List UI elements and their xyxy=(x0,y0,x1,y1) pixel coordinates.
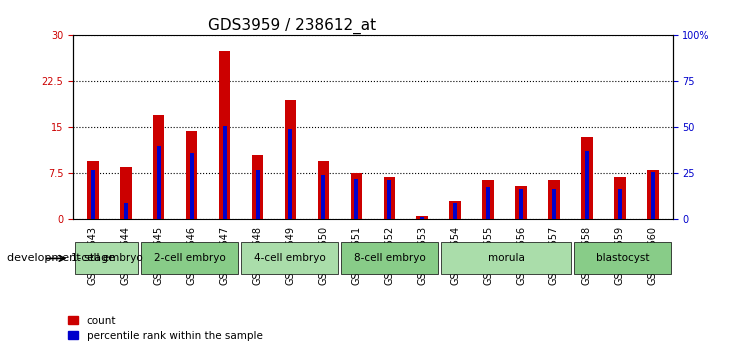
Bar xyxy=(387,180,391,219)
Bar xyxy=(482,179,494,219)
Bar xyxy=(351,173,362,219)
Bar xyxy=(186,131,197,219)
Bar xyxy=(581,137,593,219)
Bar xyxy=(120,167,132,219)
Bar xyxy=(651,172,655,219)
FancyBboxPatch shape xyxy=(341,242,438,274)
Bar xyxy=(585,152,589,219)
Bar xyxy=(548,179,560,219)
Text: development stage: development stage xyxy=(7,253,115,263)
Bar xyxy=(219,51,230,219)
Bar xyxy=(91,170,95,219)
Bar xyxy=(87,161,99,219)
Bar xyxy=(417,216,428,219)
FancyBboxPatch shape xyxy=(241,242,338,274)
Text: GDS3959 / 238612_at: GDS3959 / 238612_at xyxy=(208,18,376,34)
FancyBboxPatch shape xyxy=(441,242,571,274)
Bar xyxy=(284,100,296,219)
Bar xyxy=(647,170,659,219)
Bar xyxy=(289,129,292,219)
Bar xyxy=(124,203,128,219)
Text: 1-cell embryo: 1-cell embryo xyxy=(70,253,143,263)
FancyBboxPatch shape xyxy=(141,242,238,274)
FancyBboxPatch shape xyxy=(75,242,138,274)
Bar xyxy=(453,203,457,219)
Bar xyxy=(156,146,161,219)
Bar xyxy=(251,155,263,219)
Bar xyxy=(552,189,556,219)
Bar xyxy=(189,153,194,219)
Text: 4-cell embryo: 4-cell embryo xyxy=(254,253,325,263)
Text: morula: morula xyxy=(488,253,524,263)
Bar xyxy=(519,189,523,219)
Text: 2-cell embryo: 2-cell embryo xyxy=(154,253,226,263)
Bar xyxy=(515,186,527,219)
Bar xyxy=(614,177,626,219)
Bar xyxy=(384,177,395,219)
Bar xyxy=(256,170,260,219)
FancyBboxPatch shape xyxy=(575,242,671,274)
Bar xyxy=(322,175,325,219)
Bar xyxy=(450,201,461,219)
Bar xyxy=(618,189,622,219)
Text: 8-cell embryo: 8-cell embryo xyxy=(354,253,425,263)
Bar xyxy=(153,115,164,219)
Legend: count, percentile rank within the sample: count, percentile rank within the sample xyxy=(64,312,267,345)
Bar xyxy=(355,179,358,219)
Bar xyxy=(318,161,329,219)
Bar xyxy=(486,187,490,219)
Bar xyxy=(222,126,227,219)
Text: blastocyst: blastocyst xyxy=(596,253,649,263)
Bar xyxy=(420,217,424,219)
